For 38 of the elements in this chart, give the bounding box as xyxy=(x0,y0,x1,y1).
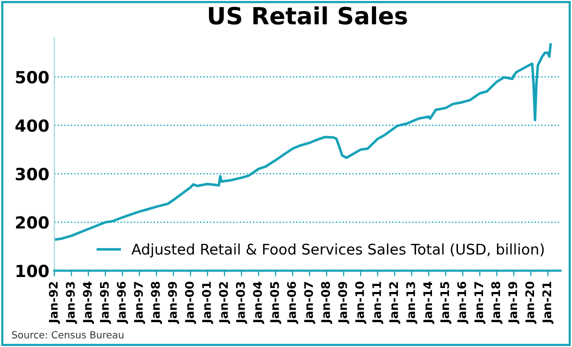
x-tick-label: Jan-96 xyxy=(116,282,128,324)
legend-label: Adjusted Retail & Food Services Sales Total (USD, billion) xyxy=(131,243,544,258)
chart-title: US Retail Sales xyxy=(208,6,407,25)
x-tick-label: Jan-18 xyxy=(491,282,502,324)
x-tick-label: Jan-05 xyxy=(270,282,282,324)
x-tick-label: Jan-08 xyxy=(321,282,332,324)
x-tick-label: Jan-21 xyxy=(542,282,554,324)
x-tick-label: Jan-07 xyxy=(304,282,316,324)
x-tick-label: Jan-93 xyxy=(66,282,78,324)
source-note: Source: Census Bureau xyxy=(12,331,124,338)
x-tick-label: Jan-09 xyxy=(338,282,350,324)
x-tick-label: Jan-15 xyxy=(440,282,452,324)
x-tick-label: Jan-98 xyxy=(150,282,162,324)
x-tick-label: Jan-13 xyxy=(406,282,418,324)
x-tick-label: Jan-06 xyxy=(287,282,298,324)
x-tick-label: Jan-95 xyxy=(100,282,112,324)
y-tick-label: 100 xyxy=(16,264,49,278)
x-tick-label: Jan-92 xyxy=(48,282,60,324)
x-tick-label: Jan-10 xyxy=(355,282,366,324)
x-tick-label: Jan-16 xyxy=(457,282,468,324)
x-tick-label: Jan-03 xyxy=(236,282,248,324)
x-tick-label: Jan-99 xyxy=(168,282,180,324)
x-tick-label: Jan-02 xyxy=(219,282,230,324)
x-tick-label: Jan-20 xyxy=(525,282,536,324)
x-tick-label: Jan-19 xyxy=(508,282,520,324)
y-tick-label: 400 xyxy=(15,119,49,132)
x-tick-label: Jan-00 xyxy=(184,282,196,324)
x-tick-label: Jan-97 xyxy=(134,282,146,324)
x-tick-label: Jan-01 xyxy=(202,282,214,324)
x-tick-label: Jan-04 xyxy=(253,282,264,324)
x-tick-label: Jan-14 xyxy=(423,282,434,324)
x-tick-label: Jan-11 xyxy=(372,282,384,324)
y-tick-label: 500 xyxy=(16,70,49,84)
x-tick-label: Jan-17 xyxy=(474,282,486,324)
y-tick-label: 300 xyxy=(16,168,49,180)
y-tick-label: 200 xyxy=(16,216,49,229)
x-tick-label: Jan-94 xyxy=(82,282,94,324)
x-tick-label: Jan-12 xyxy=(389,282,400,324)
